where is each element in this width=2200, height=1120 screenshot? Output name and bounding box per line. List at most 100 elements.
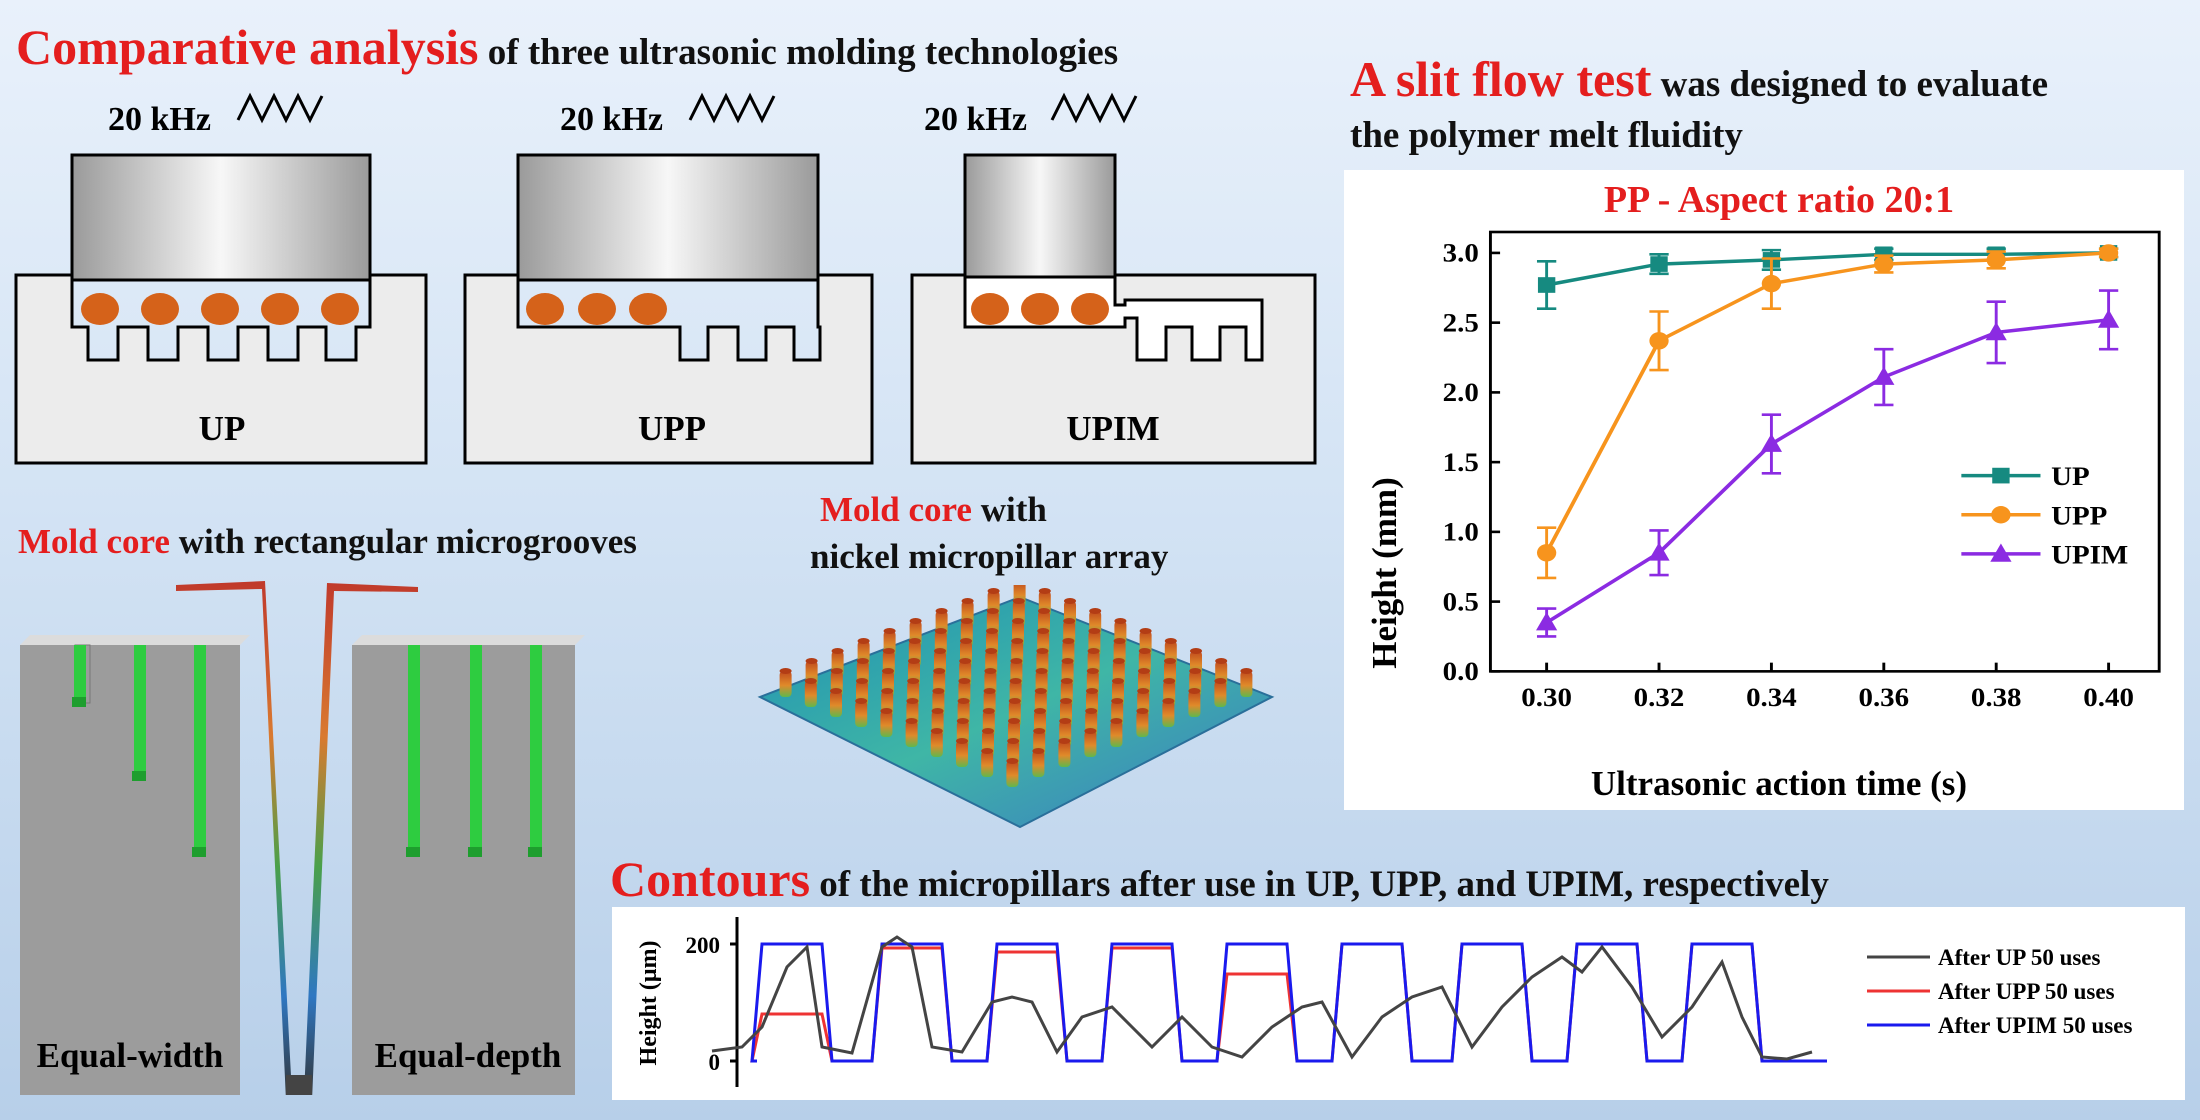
micropillar xyxy=(1214,681,1227,707)
micropillar-top xyxy=(1038,608,1050,614)
micropillar xyxy=(1084,731,1097,757)
micropillar xyxy=(880,711,893,737)
equal-depth-block xyxy=(352,635,585,1095)
chart-x-axis-label: Ultrasonic action time (s) xyxy=(1591,764,1967,803)
micropillar-top xyxy=(932,688,945,694)
micropillar xyxy=(1032,751,1045,777)
x-tick-label: 0.36 xyxy=(1858,682,1909,711)
data-point xyxy=(1650,256,1668,272)
micropillar-top xyxy=(1163,678,1176,684)
data-point xyxy=(1536,612,1558,631)
micropillar xyxy=(804,681,817,707)
slit-title-rest: was designed to evaluate xyxy=(1651,64,2049,105)
micropillar-top xyxy=(1062,638,1075,644)
micropillar-top xyxy=(882,648,895,654)
legend-marker xyxy=(1992,467,2010,484)
data-point xyxy=(1985,321,2007,341)
comparative-heading: Comparative analysis of three ultrasonic… xyxy=(16,18,1118,76)
data-point xyxy=(1648,542,1670,561)
micropillar-top xyxy=(1061,658,1074,664)
y-tick-label: 1.5 xyxy=(1443,447,1479,476)
micropillar xyxy=(830,691,842,717)
contour-tick-200: 200 xyxy=(686,933,721,958)
micropillar xyxy=(981,751,994,777)
micropillar-top xyxy=(1138,668,1150,674)
micropillar-top xyxy=(981,748,994,754)
micropillar-top xyxy=(1086,668,1099,674)
chart-title: PP - Aspect ratio 20:1 xyxy=(1604,179,1954,221)
micropillar-top xyxy=(1214,678,1227,684)
micropillar-top xyxy=(1215,658,1228,664)
micropillar-top xyxy=(961,598,974,604)
micropillar-top xyxy=(1035,668,1048,674)
micropillar-top xyxy=(909,618,922,624)
up-horn xyxy=(70,153,372,282)
micropillar-top xyxy=(1164,658,1176,664)
legend-label-up: After UP 50 uses xyxy=(1938,945,2101,970)
micropillar-top xyxy=(1189,668,1202,674)
micropillar-top xyxy=(906,698,919,704)
upp-label: UPP xyxy=(638,409,706,448)
micropillar-top xyxy=(856,678,868,684)
micropillar-top xyxy=(881,688,894,694)
micropillar-top xyxy=(805,658,818,664)
data-point xyxy=(1761,274,1782,293)
micropillar xyxy=(779,671,792,697)
micropillar-top xyxy=(1112,678,1124,684)
micropillar-top xyxy=(982,708,995,714)
contour-chart: 200 0 Height (μm) After UP 50 uses After… xyxy=(636,917,2132,1087)
micropillar-top xyxy=(1190,648,1202,654)
micropillar-top xyxy=(1240,668,1253,674)
micropillar-top xyxy=(935,608,948,614)
micropillar-top xyxy=(1111,698,1124,704)
micropillar-top xyxy=(1086,688,1098,694)
micropillar-top xyxy=(830,668,843,674)
up-frequency: 20 kHz xyxy=(108,101,211,138)
y-tick-label: 3.0 xyxy=(1443,238,1479,267)
wave-icon xyxy=(1050,92,1138,124)
upp-mold-cavity xyxy=(463,273,874,465)
micropillar-top xyxy=(882,668,894,674)
contour-legend: After UP 50 uses After UPP 50 uses After… xyxy=(1867,945,2132,1038)
micropillar-top xyxy=(983,688,996,694)
micropillar-top xyxy=(1032,748,1045,754)
micropillar-top xyxy=(1089,608,1102,614)
micropillar-top xyxy=(1188,688,1201,694)
micropillar-top xyxy=(1058,738,1071,744)
pillars-title-line2: nickel micropillar array xyxy=(810,537,1169,576)
contours-title-rest: of the micropillars after use in UP, UPP… xyxy=(810,864,1829,905)
micropillar-top xyxy=(1034,688,1047,694)
micropillar-top xyxy=(985,648,998,654)
micropillar xyxy=(855,701,868,727)
micropillar-top xyxy=(908,658,920,664)
micropillar-top xyxy=(1010,658,1023,664)
micropillar-top xyxy=(1060,698,1072,704)
micropillar xyxy=(1058,741,1071,767)
micropillar-top xyxy=(1008,698,1021,704)
schematic-up: 20 kHz UP xyxy=(14,92,428,465)
series-line xyxy=(1545,318,2109,624)
micropillar-top xyxy=(883,628,896,634)
micropillar-top xyxy=(908,638,921,644)
contour-profiles xyxy=(711,935,1827,1063)
micropillar-top xyxy=(982,728,994,734)
micropillar-top xyxy=(1085,708,1098,714)
contours-title-highlight: Contours xyxy=(610,851,811,907)
micropillar-top xyxy=(1110,718,1123,724)
y-tick-label: 2.5 xyxy=(1443,308,1479,337)
micropillar-top xyxy=(1012,598,1025,604)
up-label: UP xyxy=(199,409,246,448)
upp-polymer-pellets xyxy=(526,293,667,325)
micropillar xyxy=(956,741,968,767)
micropillar-top xyxy=(957,698,970,704)
micropillar-top xyxy=(905,718,918,724)
micropillar-top xyxy=(857,638,870,644)
up-polymer-pellets xyxy=(81,293,359,325)
micropillar-top xyxy=(1137,688,1150,694)
micropillar-top xyxy=(1008,718,1020,724)
micropillar-top xyxy=(804,678,817,684)
micropillar-top xyxy=(830,688,842,694)
micropillar-top xyxy=(930,728,943,734)
x-tick-label: 0.30 xyxy=(1521,682,1572,711)
legend-label: UP xyxy=(2051,461,2090,490)
